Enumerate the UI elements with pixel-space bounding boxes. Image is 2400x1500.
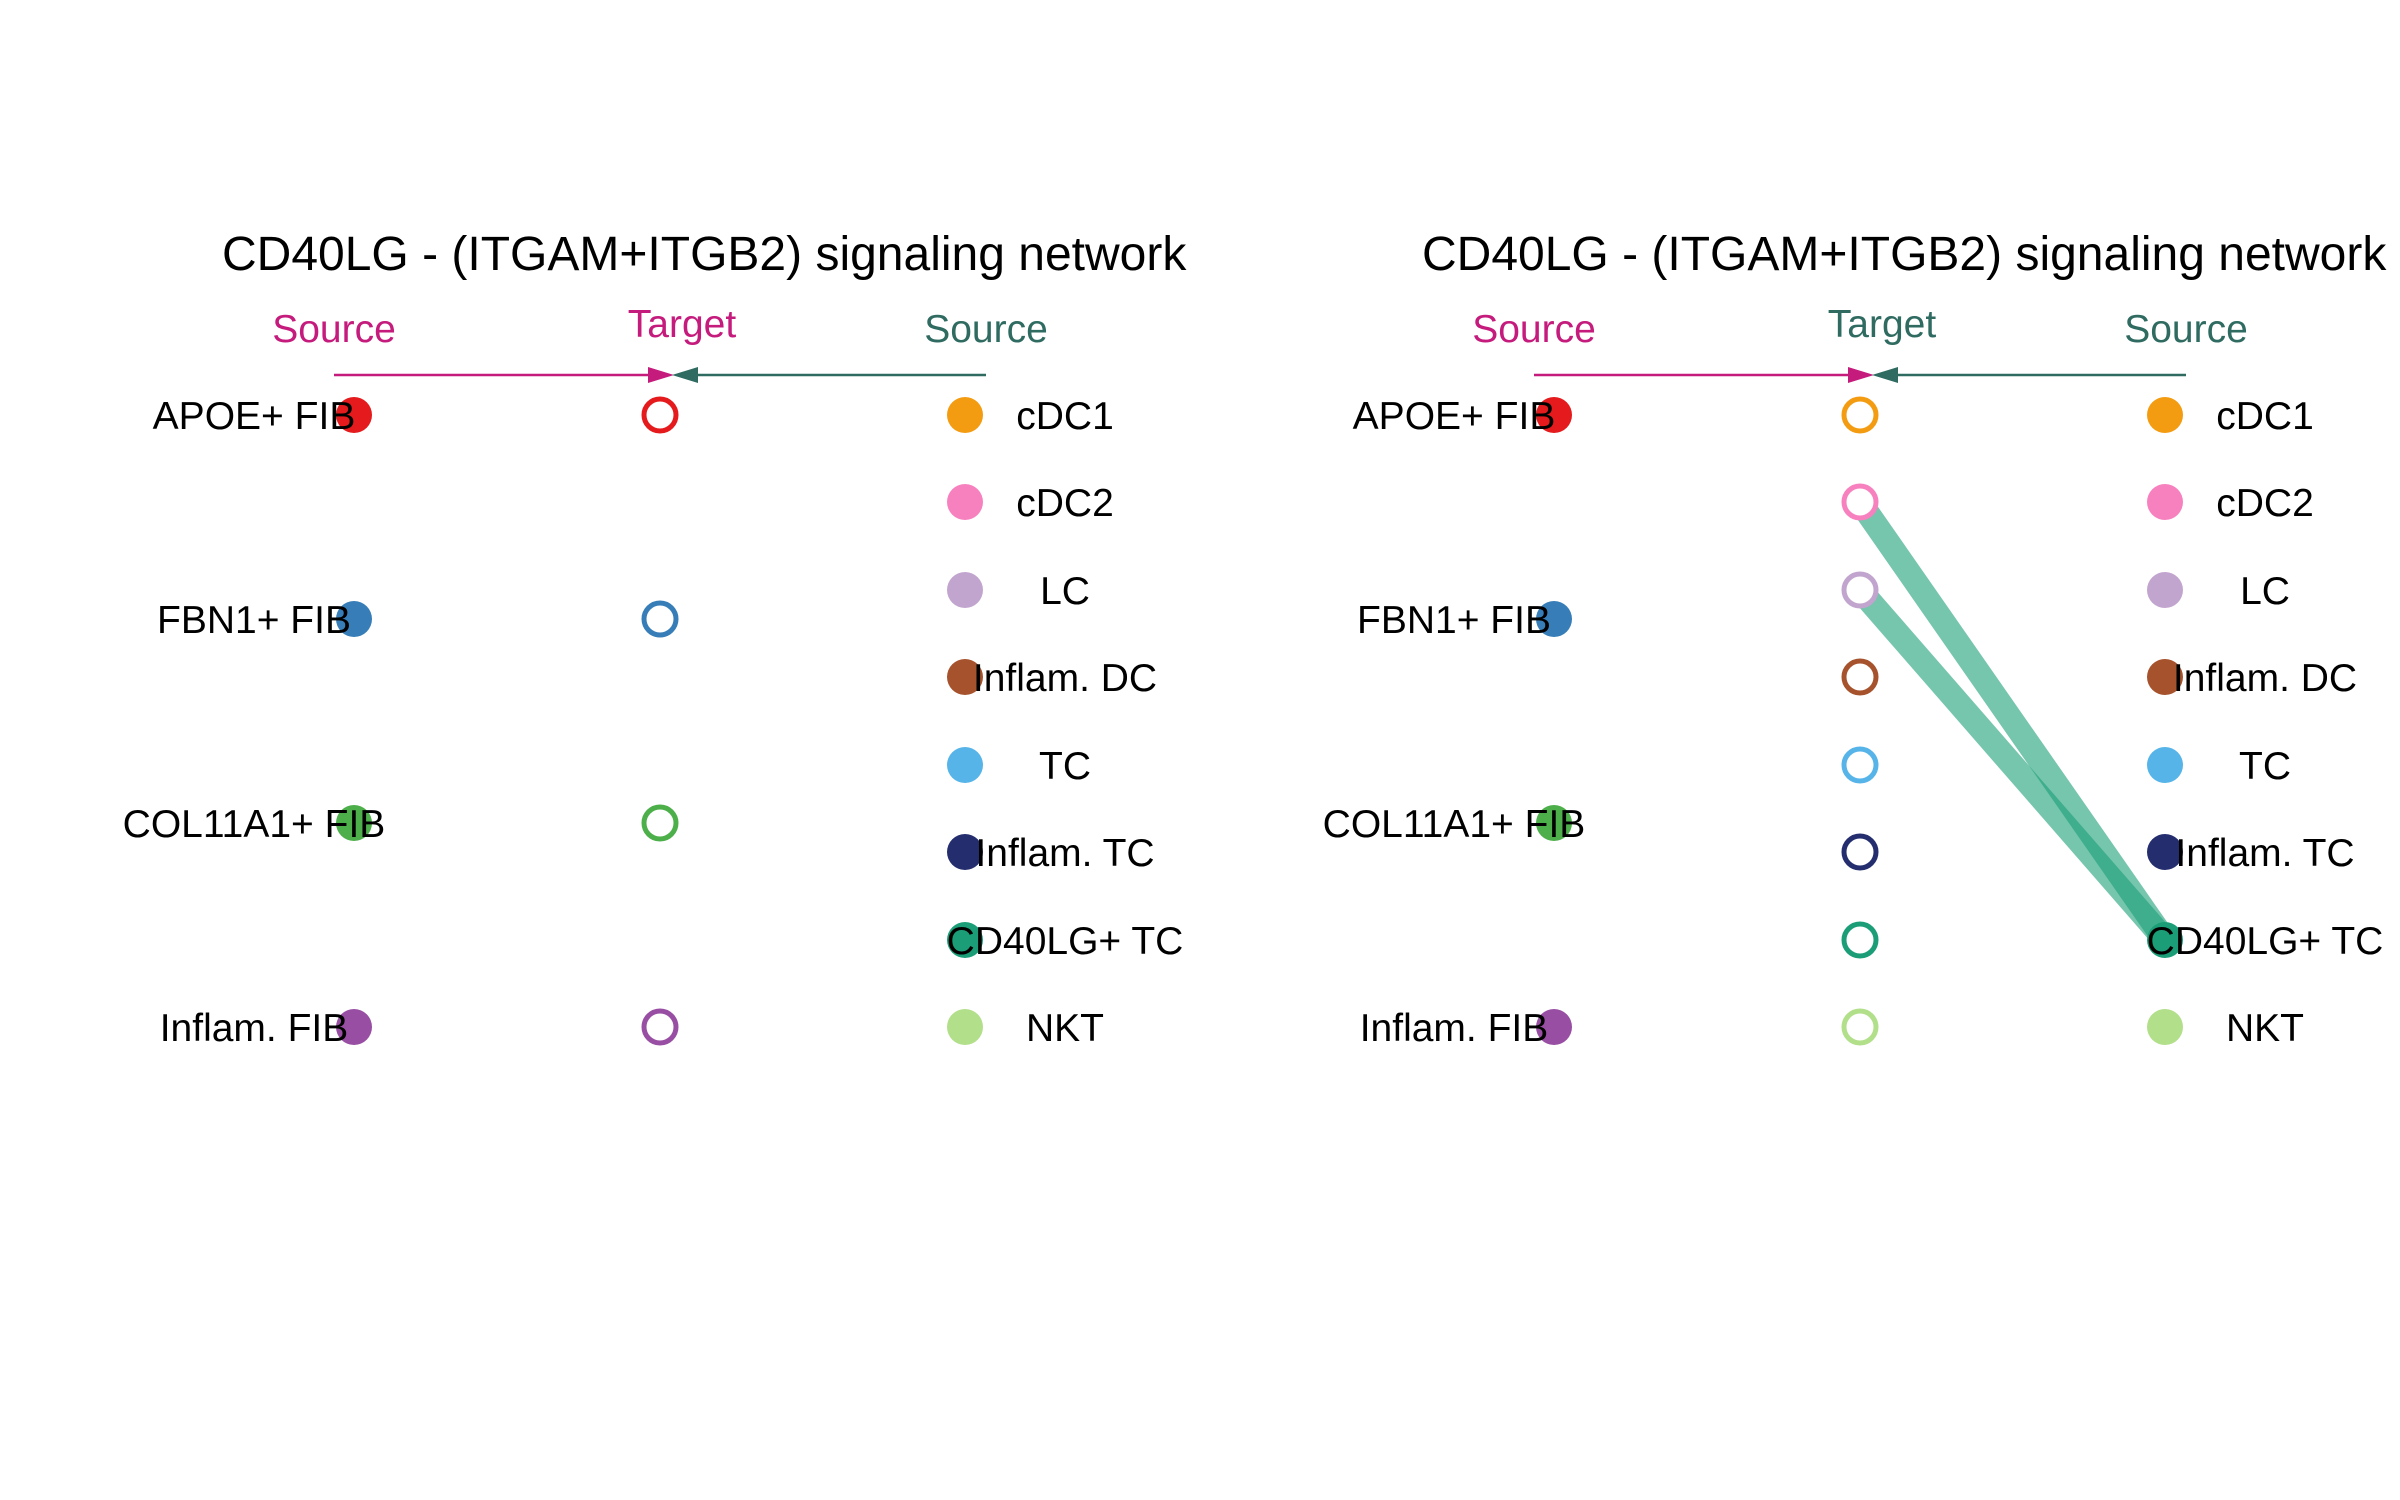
source-right-label: Inflam. DC xyxy=(973,657,1157,700)
hierarchy-panel-1: CD40LG - (ITGAM+ITGB2) signaling network… xyxy=(123,228,1188,1050)
hierarchy-panels: CD40LG - (ITGAM+ITGB2) signaling network… xyxy=(123,228,2388,1050)
source-right-node xyxy=(2147,922,2183,958)
source-right-node xyxy=(947,747,983,783)
source-right-label: LC xyxy=(2240,570,2290,613)
source-left-node xyxy=(1536,805,1572,841)
target-node xyxy=(1841,658,1879,696)
source-left-node xyxy=(1536,397,1572,433)
source-right-label: NKT xyxy=(1026,1007,1104,1050)
source-right-label: CD40LG+ TC xyxy=(947,920,1184,963)
target-node xyxy=(1841,921,1879,959)
source-right-label: TC xyxy=(2239,745,2291,788)
target-node xyxy=(1841,746,1879,784)
source-right-label: cDC2 xyxy=(2216,482,2314,525)
source-right-node xyxy=(2147,484,2183,520)
source-right-node xyxy=(947,1009,983,1045)
source-right-label: TC xyxy=(1039,745,1091,788)
source-left-label: FBN1+ FIB xyxy=(1357,599,1551,642)
source-left-node xyxy=(336,1009,372,1045)
source-right-label: NKT xyxy=(2226,1007,2304,1050)
source-right-node xyxy=(2147,397,2183,433)
source-right-label: Inflam. DC xyxy=(2173,657,2357,700)
source-right-node xyxy=(947,834,983,870)
header-source-left: Source xyxy=(272,308,396,351)
source-right-label: cDC1 xyxy=(2216,395,2314,438)
target-node xyxy=(1841,571,1879,609)
source-left-label: APOE+ FIB xyxy=(153,395,356,438)
source-right-node xyxy=(2147,659,2183,695)
source-left-node xyxy=(1536,601,1572,637)
arrow-head-left xyxy=(648,367,674,383)
header-target: Target xyxy=(628,303,737,346)
source-left-label: FBN1+ FIB xyxy=(157,599,351,642)
source-left-node xyxy=(336,601,372,637)
arrow-head-right xyxy=(672,367,698,383)
source-left-label: COL11A1+ FIB xyxy=(123,803,386,846)
source-right-label: Inflam. TC xyxy=(975,832,1154,875)
source-left-node xyxy=(1536,1009,1572,1045)
source-right-node xyxy=(2147,834,2183,870)
source-right-node xyxy=(947,572,983,608)
source-left-label: Inflam. FIB xyxy=(160,1007,349,1050)
source-right-node xyxy=(2147,747,2183,783)
target-node xyxy=(1841,833,1879,871)
target-node xyxy=(641,1008,679,1046)
panel-title: CD40LG - (ITGAM+ITGB2) signaling network xyxy=(222,228,1187,281)
source-right-label: CD40LG+ TC xyxy=(2147,920,2384,963)
header-source-right: Source xyxy=(2124,308,2248,351)
link-2 xyxy=(1850,582,2175,948)
arrow-head-left xyxy=(1848,367,1874,383)
source-right-node xyxy=(947,397,983,433)
source-left-label: COL11A1+ FIB xyxy=(1323,803,1586,846)
source-right-node xyxy=(2147,1009,2183,1045)
target-node xyxy=(1841,1008,1879,1046)
source-left-label: Inflam. FIB xyxy=(1360,1007,1549,1050)
header-target: Target xyxy=(1828,303,1937,346)
target-node xyxy=(641,396,679,434)
source-right-label: LC xyxy=(1040,570,1090,613)
panel-title: CD40LG - (ITGAM+ITGB2) signaling network xyxy=(1422,228,2387,281)
source-right-label: cDC2 xyxy=(1016,482,1114,525)
target-node xyxy=(1841,396,1879,434)
source-right-label: Inflam. TC xyxy=(2175,832,2354,875)
header-source-right: Source xyxy=(924,308,1048,351)
arrow-head-right xyxy=(1872,367,1898,383)
source-left-label: APOE+ FIB xyxy=(1353,395,1556,438)
source-right-node xyxy=(947,659,983,695)
source-right-label: cDC1 xyxy=(1016,395,1114,438)
target-node xyxy=(641,804,679,842)
header-source-left: Source xyxy=(1472,308,1596,351)
target-node xyxy=(1841,483,1879,521)
source-right-node xyxy=(947,922,983,958)
target-node xyxy=(641,600,679,638)
hierarchy-panel-2: CD40LG - (ITGAM+ITGB2) signaling network… xyxy=(1323,228,2388,1050)
source-left-node xyxy=(336,397,372,433)
source-right-node xyxy=(2147,572,2183,608)
source-left-node xyxy=(336,805,372,841)
source-right-node xyxy=(947,484,983,520)
